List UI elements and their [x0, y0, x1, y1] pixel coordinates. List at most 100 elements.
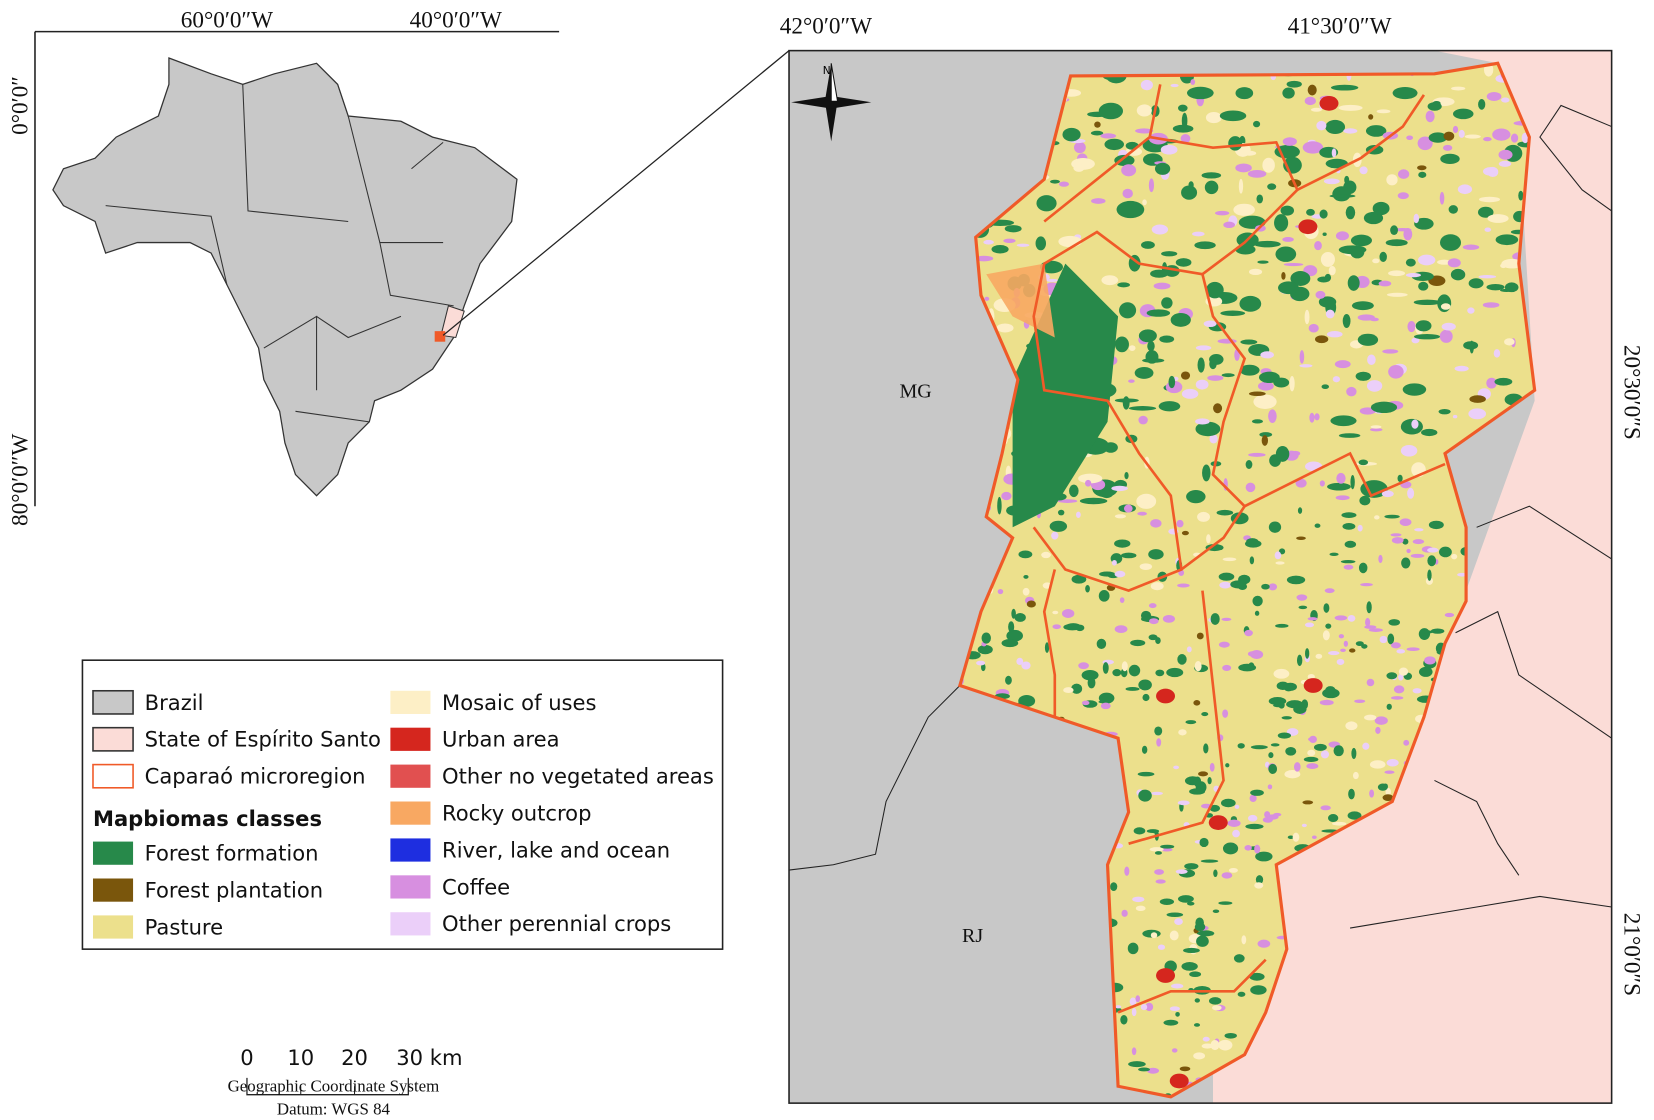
land-patch [1486, 377, 1497, 389]
land-patch [1141, 745, 1148, 754]
land-patch [1153, 282, 1171, 290]
land-patch [1385, 787, 1391, 797]
land-patch [1137, 511, 1148, 516]
land-patch [1139, 563, 1153, 570]
land-patch [1487, 214, 1509, 223]
land-patch [1323, 178, 1340, 185]
land-patch [1328, 265, 1336, 276]
land-patch [1190, 79, 1196, 85]
land-patch [1359, 407, 1376, 415]
legend-heading: Mapbiomas classes [93, 806, 322, 831]
land-patch [1325, 686, 1336, 695]
land-patch [1440, 234, 1462, 251]
land-patch [1268, 763, 1278, 775]
land-patch [1249, 794, 1257, 803]
land-patch [1391, 537, 1404, 544]
land-patch [1245, 823, 1264, 830]
land-patch [1448, 205, 1458, 214]
land-patch [1189, 971, 1202, 978]
land-patch [1121, 164, 1137, 177]
land-patch [1275, 445, 1290, 462]
land-patch [1381, 490, 1394, 498]
land-patch [1062, 127, 1081, 142]
land-patch [1255, 875, 1264, 885]
land-patch [981, 663, 986, 672]
land-patch [1468, 408, 1487, 420]
land-patch [1384, 514, 1400, 519]
land-patch [1171, 1048, 1178, 1053]
land-patch [1483, 136, 1492, 142]
land-patch [1121, 909, 1128, 917]
urban-patch [1303, 678, 1323, 693]
land-patch [1202, 464, 1211, 482]
land-patch [1218, 1039, 1233, 1051]
land-patch [1310, 107, 1322, 112]
land-patch [1338, 104, 1363, 111]
land-patch [1140, 1003, 1148, 1011]
land-patch [1172, 124, 1194, 133]
land-patch [1100, 489, 1113, 499]
land-patch [1487, 166, 1499, 178]
land-patch [1428, 520, 1444, 530]
land-patch [1407, 320, 1416, 333]
land-patch [1402, 383, 1427, 396]
land-patch [991, 245, 1009, 254]
land-patch [1498, 149, 1513, 160]
land-patch [1150, 519, 1162, 528]
land-patch [1248, 662, 1255, 670]
land-patch [1148, 549, 1164, 560]
land-patch [1400, 444, 1418, 457]
land-patch [1194, 922, 1206, 932]
land-patch [1386, 672, 1398, 680]
land-patch [1344, 175, 1350, 185]
land-patch [1160, 144, 1178, 155]
land-patch [1247, 170, 1267, 178]
land-patch [1349, 648, 1356, 653]
land-patch [1366, 678, 1375, 687]
land-patch [1085, 479, 1092, 487]
land-patch [1177, 800, 1190, 806]
land-patch [1050, 179, 1060, 184]
land-patch [1372, 258, 1380, 264]
land-patch [1206, 534, 1211, 544]
land-patch [1386, 292, 1408, 297]
legend-label: Pasture [145, 914, 223, 939]
land-patch [1304, 622, 1315, 628]
land-patch [984, 296, 990, 301]
land-patch [1296, 594, 1308, 601]
land-patch [1228, 867, 1238, 873]
land-patch [996, 323, 1014, 333]
land-patch [1169, 1006, 1180, 1012]
land-patch [1004, 225, 1022, 233]
land-patch [1114, 539, 1131, 548]
land-patch [1405, 258, 1416, 267]
land-patch [1315, 335, 1329, 344]
land-patch [1441, 322, 1456, 331]
land-patch [1344, 540, 1357, 548]
land-patch [1302, 800, 1314, 805]
land-patch [1241, 935, 1247, 945]
land-patch [1227, 819, 1241, 827]
land-patch [1427, 569, 1432, 581]
land-patch [1175, 1011, 1180, 1017]
land-patch [1366, 380, 1383, 392]
land-patch [1239, 295, 1262, 312]
land-patch [1248, 391, 1266, 397]
land-patch [1221, 373, 1235, 378]
land-patch [1412, 688, 1422, 694]
land-patch [1504, 338, 1515, 346]
land-patch [1194, 241, 1216, 250]
land-patch [1052, 610, 1059, 615]
land-patch [1006, 629, 1023, 642]
land-patch [1482, 302, 1500, 308]
land-patch [1414, 217, 1434, 230]
land-patch [1350, 234, 1372, 247]
land-patch [1098, 590, 1110, 602]
land-patch [1189, 788, 1206, 795]
land-patch [1142, 693, 1150, 702]
state-label: MG [899, 381, 931, 403]
land-patch [1358, 562, 1368, 574]
land-patch [1325, 309, 1335, 319]
land-patch [1122, 396, 1130, 410]
scale-label: 10 [287, 1045, 314, 1070]
